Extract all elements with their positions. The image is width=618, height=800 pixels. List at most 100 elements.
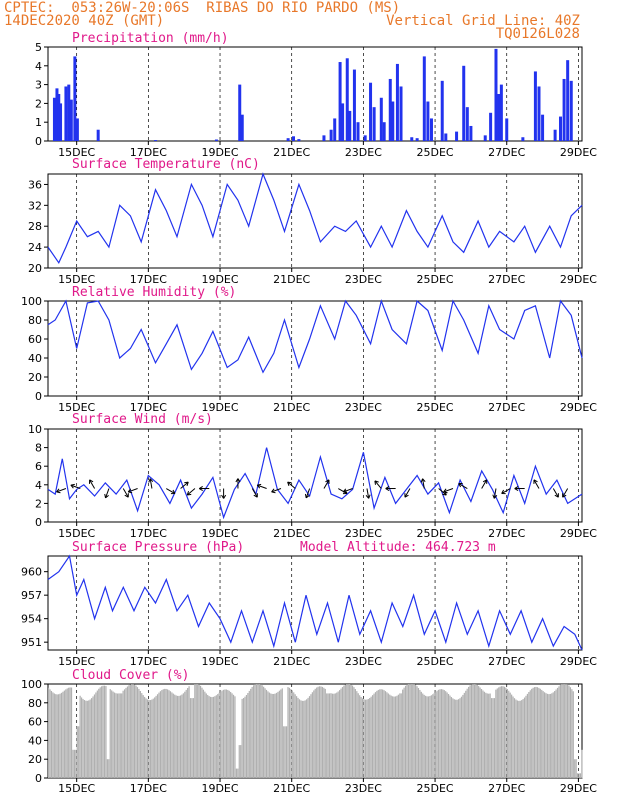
wind-arrow-shaft-27	[443, 488, 454, 493]
cloud-bar-184	[311, 692, 313, 778]
cloud-bar-122	[222, 689, 225, 778]
x-tick-label-4-2: 19DEC	[201, 655, 238, 668]
cloud-bar-327	[516, 700, 518, 778]
cloud-bar-111	[207, 694, 209, 778]
precip-bar-44	[465, 107, 469, 141]
precip-bar-10	[154, 140, 158, 141]
precip-bar-15	[291, 136, 295, 141]
cloud-bar-191	[321, 686, 324, 778]
panel-annotation-4: Model Altitude: 464.723 m	[300, 540, 496, 555]
x-tick-label-0-7: 29DEC	[560, 146, 597, 159]
x-tick-label-1-3: 21DEC	[273, 273, 310, 286]
cloud-bar-135	[241, 698, 243, 778]
cloud-bar-136	[242, 698, 245, 778]
cloud-bar-180	[306, 699, 308, 778]
cloud-bar-303	[482, 690, 484, 778]
precip-bar-0	[52, 97, 56, 141]
cloud-bar-90	[177, 695, 179, 778]
cloud-bar-199	[333, 693, 335, 778]
cloud-bar-233	[382, 689, 384, 778]
x-tick-label-1-6: 27DEC	[488, 273, 525, 286]
cloud-bar-101	[192, 698, 194, 778]
y-tick-label-1-1: 24	[28, 241, 42, 254]
cloud-bar-237	[387, 693, 389, 778]
cloud-bar-214	[354, 689, 356, 778]
y-tick-label-4-1: 954	[21, 613, 42, 626]
cloud-bar-109	[204, 691, 206, 778]
cloud-bar-317	[502, 686, 504, 778]
cloud-bar-271	[436, 690, 438, 778]
wind-arrow-head-30	[492, 494, 498, 499]
panel-frame-4	[47, 555, 583, 651]
wind-arrow-shaft-3	[105, 488, 110, 499]
wind-arrow-shaft-2	[89, 479, 96, 489]
x-tick-label-0-5: 25DEC	[417, 146, 454, 159]
wind-arrow-head-31	[501, 489, 506, 495]
cloud-bar-174	[297, 697, 299, 778]
cloud-bar-241	[393, 696, 395, 778]
cloud-bar-124	[225, 689, 227, 778]
cloud-bar-227	[373, 693, 375, 778]
wind-arrow-shaft-4	[122, 488, 129, 498]
panel-title-3: Surface Wind (m/s)	[72, 412, 213, 427]
cloud-bar-92	[179, 695, 182, 778]
panel-title-2: Relative Humidity (%)	[72, 285, 236, 300]
cloud-bar-292	[466, 688, 468, 778]
precip-bar-22	[345, 58, 349, 141]
cloud-bar-344	[541, 689, 543, 778]
cloud-bar-114	[211, 697, 213, 778]
cloud-bar-232	[380, 689, 382, 778]
cloud-bar-195	[327, 693, 329, 778]
wind-arrow-shaft-15	[271, 488, 282, 493]
cloud-bar-354	[555, 689, 557, 778]
x-tick-label-5-5: 25DEC	[417, 782, 454, 795]
cloud-bar-172	[294, 694, 296, 778]
cloud-bar-194	[326, 693, 328, 778]
cloud-bar-70	[148, 700, 150, 778]
wind-arrow-shaft-24	[404, 488, 411, 498]
cloud-bar-26	[85, 700, 87, 778]
cloud-bar-245	[399, 693, 401, 778]
cloud-bar-83	[166, 689, 169, 778]
wind-arrow-shaft-28	[458, 483, 468, 489]
cloud-bar-251	[407, 684, 410, 778]
wind-arrow-head-2	[89, 479, 94, 484]
wind-arrow-shaft-30	[493, 488, 497, 499]
cloud-bar-307	[488, 693, 490, 778]
precip-bar-23	[348, 110, 352, 141]
cloud-bar-345	[542, 691, 544, 778]
wind-arrow-head-25	[420, 478, 426, 483]
cloud-bar-127	[230, 691, 232, 778]
wind-arrow-shaft-34	[552, 488, 559, 498]
cloud-bar-263	[425, 695, 427, 778]
cloud-bar-267	[430, 695, 432, 778]
cloud-bar-139	[247, 693, 249, 778]
cloud-bar-4	[53, 693, 55, 778]
precip-bar-26	[363, 135, 367, 141]
cloud-bar-105	[198, 684, 200, 778]
cloud-bar-318	[503, 686, 506, 778]
cloud-bar-321	[508, 690, 510, 778]
precip-bar-41	[444, 133, 448, 141]
cloud-bar-289	[462, 694, 464, 778]
wind-arrow-shaft-7	[166, 488, 176, 494]
x-tick-label-0-4: 23DEC	[345, 146, 382, 159]
cloud-bar-230	[377, 689, 379, 778]
cloud-bar-203	[339, 690, 341, 778]
cloud-bar-331	[522, 699, 524, 778]
cloud-bar-224	[369, 697, 371, 778]
cloud-bar-189	[318, 686, 321, 778]
cloud-bar-343	[539, 688, 541, 778]
y-tick-label-3-1: 2	[35, 497, 42, 510]
cloud-bar-133	[238, 745, 240, 778]
wind-arrow-shaft-21	[366, 488, 370, 499]
y-tick-label-0-2: 2	[35, 97, 42, 110]
cloud-bar-351	[551, 693, 553, 778]
wind-arrow-head-8	[184, 481, 189, 487]
header-run-date: 14DEC2020 40Z (GMT)	[4, 13, 165, 29]
cloud-bar-100	[191, 698, 193, 778]
x-tick-label-3-5: 25DEC	[417, 527, 454, 540]
cloud-bar-108	[202, 689, 205, 778]
x-tick-label-3-1: 17DEC	[130, 527, 167, 540]
